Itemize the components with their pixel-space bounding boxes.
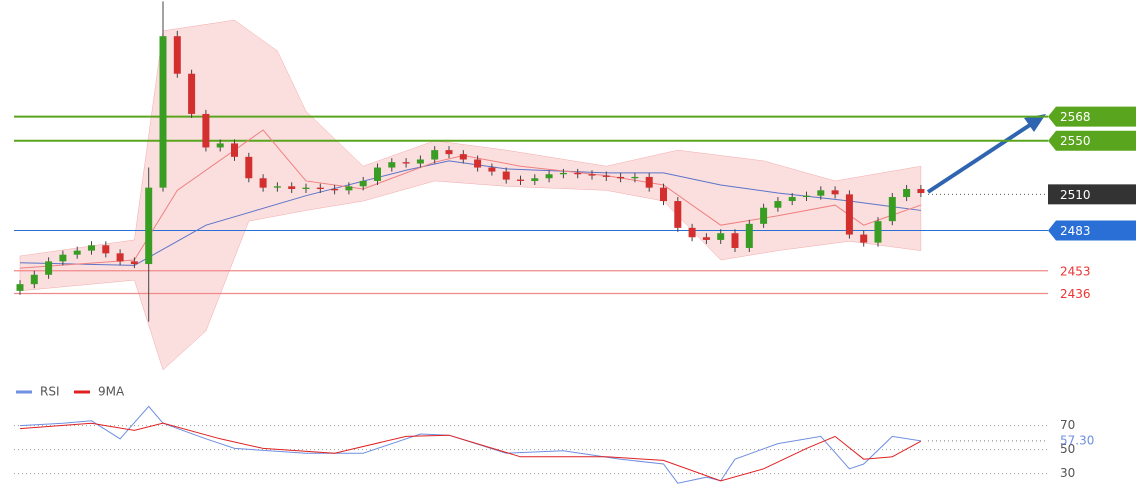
candle-body xyxy=(431,150,439,160)
candle-body xyxy=(102,245,110,254)
candle-body xyxy=(803,195,810,198)
candle-body xyxy=(717,233,725,240)
level-label-box xyxy=(1048,220,1136,241)
candle-body xyxy=(845,194,853,235)
candle-body xyxy=(374,167,381,181)
candle-body xyxy=(88,245,95,251)
candle-body xyxy=(917,188,925,194)
candle-body xyxy=(688,227,696,238)
candle-body xyxy=(645,176,653,188)
candle-body xyxy=(474,159,482,168)
legend-label: RSI xyxy=(40,385,60,399)
candle-body xyxy=(30,274,38,285)
candle-body xyxy=(760,207,768,224)
level-label: 2436 xyxy=(1060,287,1091,301)
rsi-line xyxy=(19,405,921,484)
candle-body xyxy=(45,261,53,275)
candle-body xyxy=(231,143,238,157)
candle-body xyxy=(302,187,310,189)
candle-body xyxy=(745,223,753,248)
level-label-box xyxy=(1048,184,1136,205)
candle-body xyxy=(602,175,610,177)
level-label: 2568 xyxy=(1060,110,1091,124)
level-label: 2453 xyxy=(1060,264,1091,278)
candle-body xyxy=(445,150,453,155)
candle-body xyxy=(402,162,410,164)
candle-body xyxy=(259,178,267,188)
candle-body xyxy=(116,253,124,262)
candle-body xyxy=(245,156,253,179)
candle-body xyxy=(545,174,553,179)
y-tick-label: 70 xyxy=(1060,418,1075,432)
candle-body xyxy=(631,176,639,179)
candle-body xyxy=(874,221,882,243)
candle-body xyxy=(903,188,911,198)
candle-body xyxy=(502,171,510,180)
candle-body xyxy=(660,187,667,202)
candle-body xyxy=(59,254,67,262)
candle-body xyxy=(316,187,324,189)
moving-average xyxy=(19,129,922,269)
candle-body xyxy=(702,237,710,240)
candle-body xyxy=(16,284,24,291)
candle-body xyxy=(559,172,567,175)
candle-body xyxy=(817,190,825,196)
candle-body xyxy=(888,197,896,222)
candle-body xyxy=(574,172,582,175)
candle-body xyxy=(188,73,196,114)
candle-body xyxy=(145,187,153,265)
rsi-line xyxy=(19,422,922,482)
level-label-box xyxy=(1048,130,1136,151)
candle-body xyxy=(788,197,796,202)
y-tick-label: 50 xyxy=(1060,442,1075,456)
candle-body xyxy=(216,143,224,148)
candle-body xyxy=(674,201,682,228)
candle-body xyxy=(388,162,396,168)
level-label: 2550 xyxy=(1060,134,1091,148)
candle-body xyxy=(459,154,467,160)
candle-body xyxy=(416,159,424,164)
candle-body xyxy=(159,36,167,188)
candle-body xyxy=(774,201,782,208)
candle-body xyxy=(831,190,839,195)
candle-body xyxy=(331,188,339,191)
candle-body xyxy=(73,250,81,255)
candle-body xyxy=(488,167,496,172)
legend-label: 9MA xyxy=(98,385,125,399)
candle-body xyxy=(588,174,596,176)
level-label: 2510 xyxy=(1060,188,1091,202)
candle-body xyxy=(531,178,539,181)
candle-body xyxy=(288,186,296,189)
candle-body xyxy=(359,180,367,187)
candle-body xyxy=(731,233,739,248)
forecast-arrow xyxy=(926,119,1038,194)
candle-body xyxy=(130,261,138,265)
candle-body xyxy=(345,186,353,191)
forecast-arrow-head xyxy=(1024,114,1046,132)
level-label: 2483 xyxy=(1060,224,1091,238)
bollinger-band xyxy=(19,19,922,371)
candle-body xyxy=(173,36,181,74)
candle-body xyxy=(617,176,625,179)
candle-body xyxy=(273,186,281,188)
candle-body xyxy=(517,179,524,181)
current-rsi-label: 57.30 xyxy=(1060,433,1094,447)
level-label-box xyxy=(1048,106,1136,127)
candle-body xyxy=(202,113,210,148)
candle-body xyxy=(860,234,868,243)
y-tick-label: 30 xyxy=(1060,466,1075,480)
